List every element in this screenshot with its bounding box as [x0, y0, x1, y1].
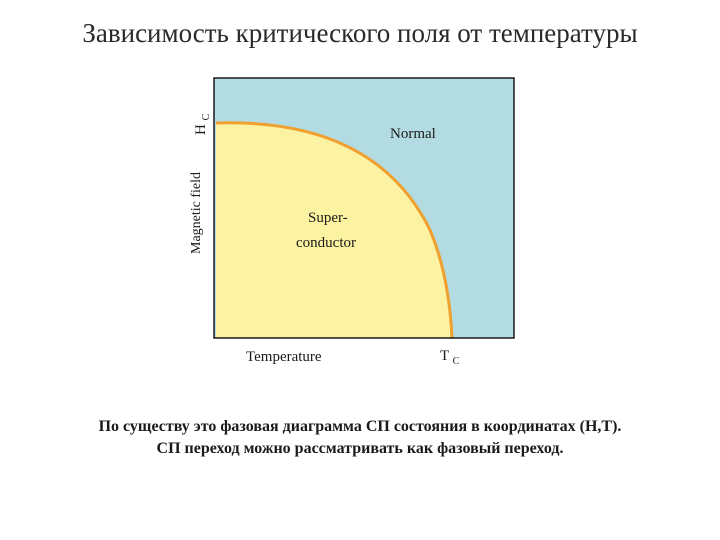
normal-region-label: Normal [390, 126, 436, 142]
caption-line-2: СП переход можно рассматривать как фазов… [156, 440, 564, 457]
x-axis-end-label: T C [440, 348, 460, 367]
y-axis-label: Magnetic field [189, 172, 204, 254]
x-axis-label: Temperature [246, 349, 322, 365]
superconductor-region [216, 122, 452, 339]
y-axis-end-subscript: C [201, 113, 212, 120]
critical-field-curve [215, 121, 454, 339]
y-axis-end-label: H C [193, 113, 212, 135]
plot-frame [213, 77, 515, 339]
x-axis-end-letter: T [440, 348, 449, 364]
x-axis-end-subscript: C [453, 356, 460, 367]
slide-title: Зависимость критического поля от темпера… [82, 18, 638, 48]
y-axis-end-letter: H [193, 124, 209, 135]
caption: По существу это фазовая диаграмма СП сос… [0, 416, 720, 460]
superconductor-label-line2: conductor [296, 235, 356, 251]
caption-line-1: По существу это фазовая диаграмма СП сос… [98, 418, 622, 435]
superconductor-label-line1: Super- [308, 210, 348, 226]
